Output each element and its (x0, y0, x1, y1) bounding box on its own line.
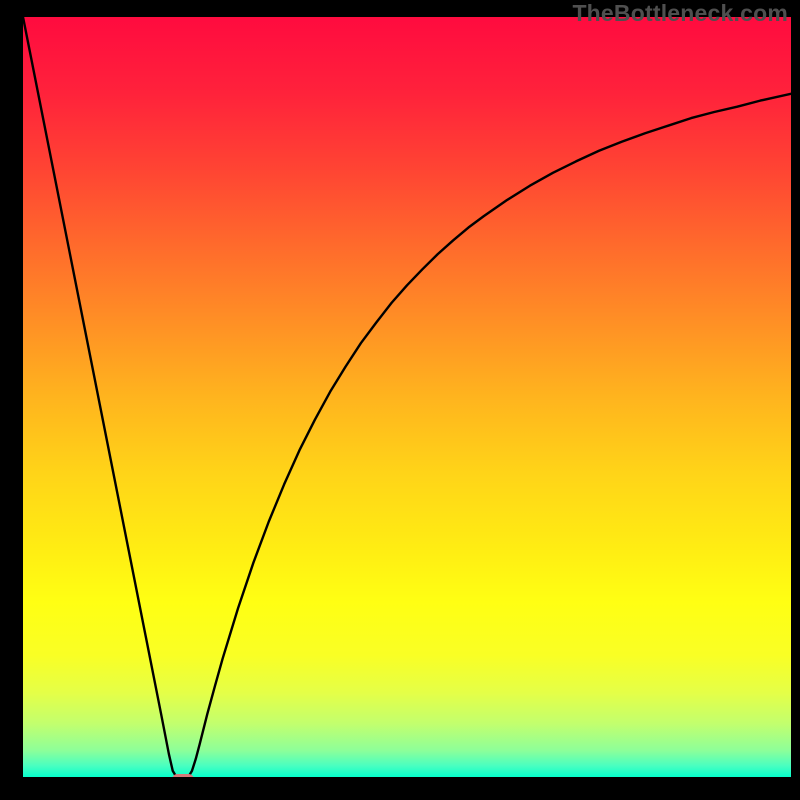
frame-border-right (791, 0, 800, 800)
plot-area (23, 17, 791, 777)
frame-border-left (0, 0, 23, 800)
watermark-text: TheBottleneck.com (572, 0, 788, 27)
performance-curve (23, 17, 791, 777)
bottleneck-chart: TheBottleneck.com (0, 0, 800, 800)
frame-border-bottom (0, 777, 800, 800)
